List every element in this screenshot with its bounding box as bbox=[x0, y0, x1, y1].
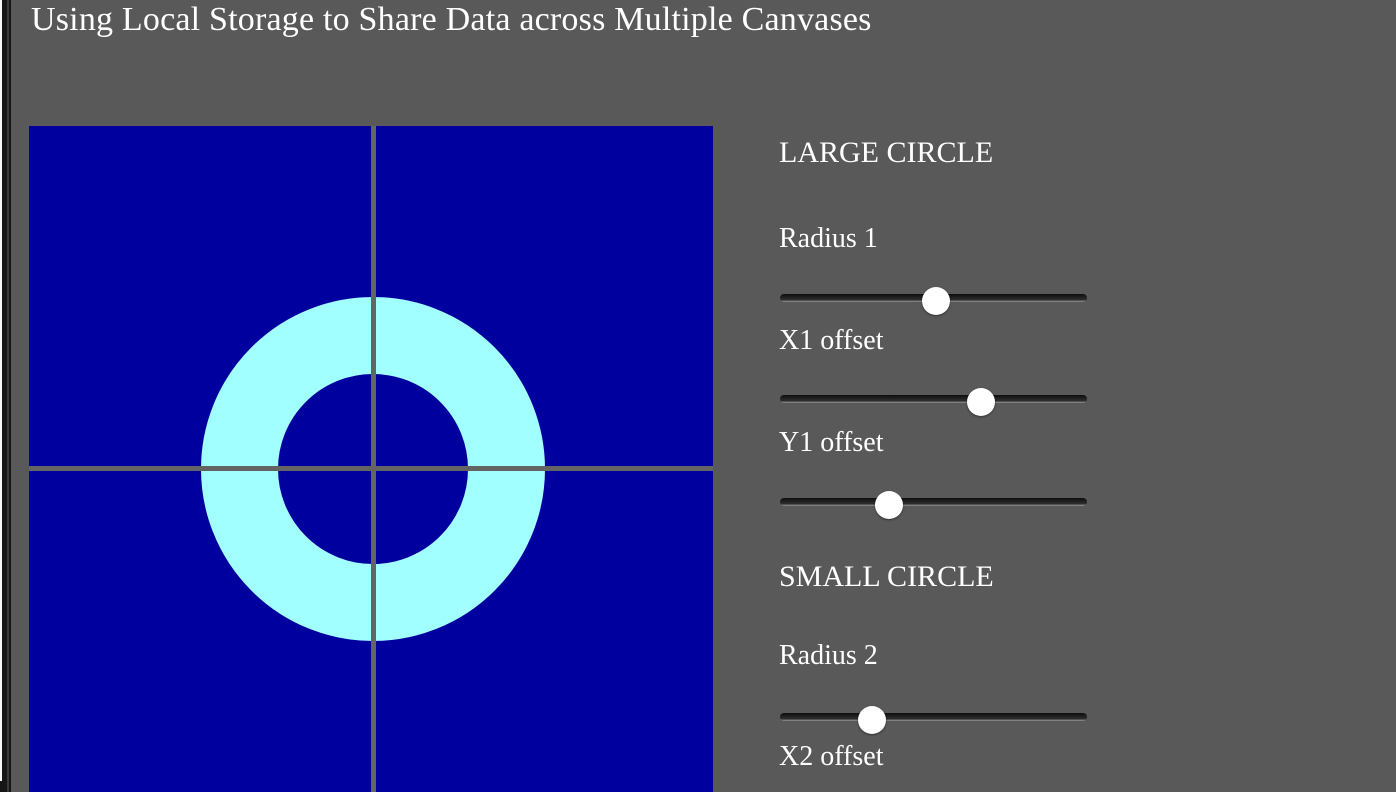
window-left-border-inner-line bbox=[7, 0, 9, 792]
radius2-slider-thumb[interactable] bbox=[858, 706, 887, 734]
canvas-horizontal-divider bbox=[29, 466, 713, 471]
page-title: Using Local Storage to Share Data across… bbox=[31, 1, 872, 38]
large-circle-heading: LARGE CIRCLE bbox=[779, 136, 994, 169]
radius1-slider[interactable] bbox=[780, 287, 1087, 315]
radius2-slider[interactable] bbox=[780, 706, 1087, 734]
y1-offset-slider-track[interactable] bbox=[780, 498, 1087, 506]
radius2-slider-track[interactable] bbox=[780, 713, 1087, 721]
canvas-vertical-divider bbox=[371, 126, 376, 792]
window-left-highlight bbox=[0, 0, 2, 781]
x1-offset-label: X1 offset bbox=[779, 325, 884, 356]
x1-offset-slider[interactable] bbox=[780, 388, 1087, 416]
y1-offset-slider-thumb[interactable] bbox=[874, 491, 903, 519]
y1-offset-label: Y1 offset bbox=[779, 427, 884, 458]
x2-offset-label: X2 offset bbox=[779, 741, 884, 772]
small-circle-heading: SMALL CIRCLE bbox=[779, 560, 994, 593]
radius2-label: Radius 2 bbox=[779, 640, 878, 671]
x1-offset-slider-thumb[interactable] bbox=[966, 388, 995, 416]
window-left-border bbox=[0, 0, 11, 792]
y1-offset-slider[interactable] bbox=[780, 491, 1087, 519]
radius1-slider-thumb[interactable] bbox=[922, 287, 951, 315]
radius1-label: Radius 1 bbox=[779, 223, 878, 254]
canvas-grid bbox=[29, 126, 713, 792]
x1-offset-slider-track[interactable] bbox=[780, 395, 1087, 403]
